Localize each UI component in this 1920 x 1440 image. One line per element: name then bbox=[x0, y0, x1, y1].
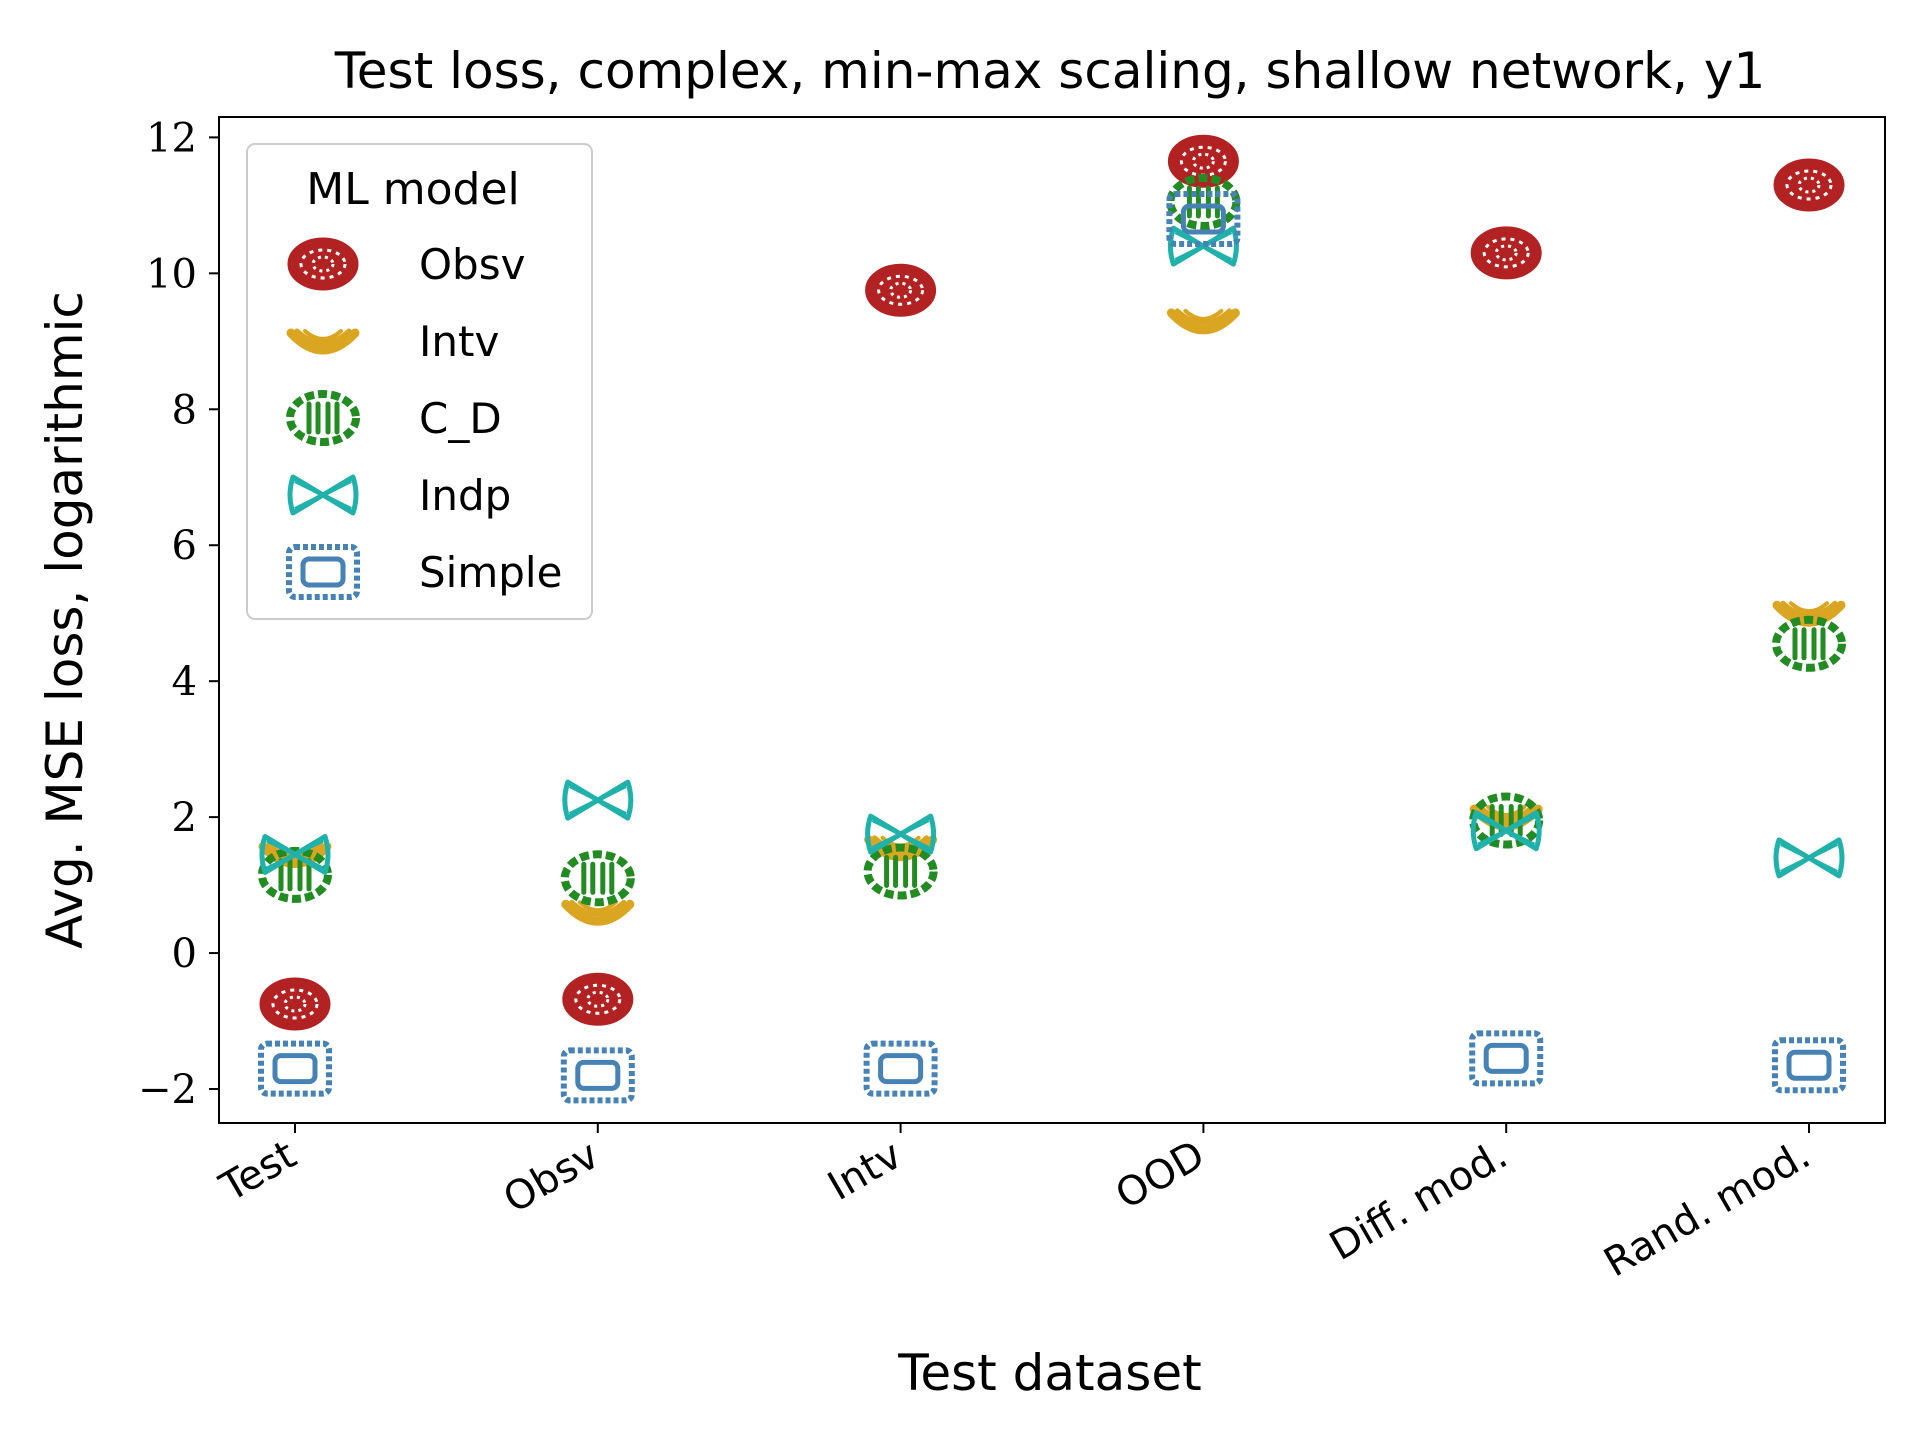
legend-marker-obsv bbox=[287, 237, 359, 291]
x-axis-label: Test dataset bbox=[897, 1344, 1201, 1402]
y-tick-label: −2 bbox=[138, 1067, 197, 1113]
point-obsv-test bbox=[259, 977, 331, 1031]
point-intv-ood bbox=[1166, 308, 1240, 335]
series-simple bbox=[258, 191, 1846, 1104]
point-simple-ood bbox=[1166, 191, 1241, 247]
series-obsv bbox=[259, 134, 1845, 1031]
x-tick-label: Diff. mod. bbox=[1322, 1132, 1515, 1270]
legend-label: Obsv bbox=[419, 240, 525, 289]
x-tick-label: Rand. mod. bbox=[1597, 1132, 1818, 1286]
y-tick-label: 8 bbox=[172, 387, 197, 433]
point-simple-intv bbox=[863, 1040, 938, 1097]
legend: ML model Obsv Intv C_D Indp Simple bbox=[246, 143, 593, 620]
point-indp-rand-mod- bbox=[1773, 837, 1845, 879]
legend-marker-simple bbox=[286, 544, 360, 600]
point-c-d-rand-mod- bbox=[1772, 615, 1846, 672]
y-tick-label: 2 bbox=[172, 795, 197, 841]
legend-label: Intv bbox=[419, 317, 499, 366]
point-simple-rand-mod- bbox=[1772, 1037, 1846, 1094]
series-indp bbox=[259, 225, 1845, 879]
point-indp-obsv bbox=[562, 779, 634, 821]
point-obsv-obsv bbox=[562, 972, 634, 1026]
point-obsv-diff-mod- bbox=[1470, 226, 1542, 280]
y-tick-label: 6 bbox=[172, 523, 197, 569]
legend-title: ML model bbox=[306, 164, 519, 215]
legend-label: C_D bbox=[419, 394, 502, 443]
x-tick-label: Obsv bbox=[496, 1132, 607, 1223]
y-tick-label: 0 bbox=[172, 931, 197, 977]
y-tick-label: 4 bbox=[172, 659, 197, 705]
plot-frame bbox=[218, 116, 1886, 1124]
point-indp-ood bbox=[1167, 225, 1239, 267]
point-obsv-intv bbox=[865, 263, 937, 317]
point-intv-obsv bbox=[561, 899, 635, 926]
legend-label: Simple bbox=[419, 548, 562, 597]
legend-marker-intv bbox=[286, 328, 360, 355]
legend-marker-indp bbox=[287, 474, 359, 516]
point-c-d-obsv bbox=[560, 850, 635, 907]
point-c-d-intv bbox=[863, 843, 938, 900]
point-simple-obsv bbox=[560, 1047, 635, 1104]
y-axis-label: Avg. MSE loss, logarithmic bbox=[36, 291, 94, 949]
x-tick-label: OOD bbox=[1108, 1132, 1212, 1219]
point-simple-diff-mod- bbox=[1469, 1030, 1544, 1087]
plot-area bbox=[258, 134, 1846, 1104]
point-indp-diff-mod- bbox=[1470, 810, 1542, 852]
chart-title: Test loss, complex, min-max scaling, sha… bbox=[334, 42, 1766, 100]
legend-label: Indp bbox=[419, 471, 511, 520]
point-obsv-rand-mod- bbox=[1773, 158, 1845, 212]
point-indp-test bbox=[259, 834, 331, 875]
x-tick-label: Intv bbox=[820, 1132, 909, 1210]
y-tick-label: 12 bbox=[146, 115, 197, 161]
point-simple-test bbox=[258, 1040, 332, 1097]
point-indp-intv bbox=[865, 813, 937, 855]
x-tick-label: Test bbox=[212, 1132, 304, 1212]
point-obsv-ood bbox=[1167, 134, 1239, 188]
y-tick-label: 10 bbox=[146, 251, 197, 297]
legend-marker-c-d bbox=[286, 390, 360, 446]
